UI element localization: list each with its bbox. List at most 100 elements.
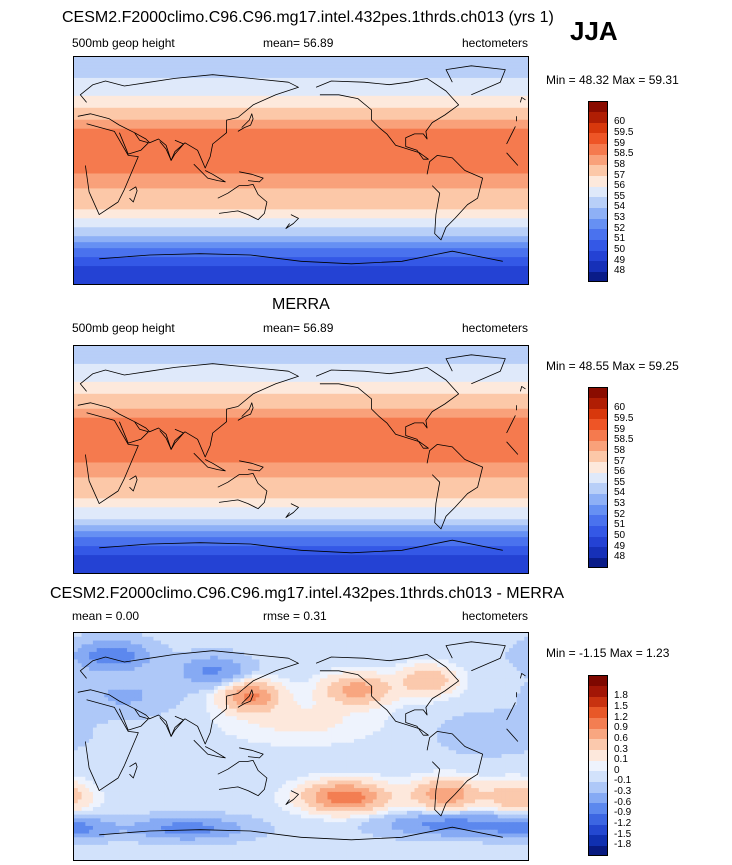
field-cell <box>263 754 268 759</box>
field-cell <box>142 648 147 653</box>
field-cell <box>497 765 503 770</box>
field-cell <box>164 731 170 736</box>
field-cell <box>217 772 223 778</box>
field-cell <box>391 712 397 717</box>
field-cell <box>297 754 302 759</box>
field-cell <box>126 765 132 770</box>
field-cell <box>444 640 450 645</box>
panel-2-colorbar-tick-label: 48 <box>614 551 626 563</box>
field-cell <box>85 761 90 766</box>
field-cell <box>126 772 132 778</box>
field-band <box>74 504 528 508</box>
field-band <box>74 89 528 94</box>
field-cell <box>119 678 124 683</box>
field-cell <box>77 663 83 668</box>
field-cell <box>232 723 238 729</box>
field-cell <box>422 682 427 687</box>
field-cell <box>149 716 154 721</box>
field-cell <box>342 735 347 740</box>
field-cell <box>440 636 446 642</box>
field-cell <box>425 693 431 698</box>
field-cell <box>512 659 518 664</box>
field-cell <box>459 738 465 744</box>
coastline <box>129 475 138 492</box>
field-cell <box>134 742 139 747</box>
field-cell <box>524 693 528 698</box>
field-cell <box>384 738 389 744</box>
field-cell <box>478 648 484 653</box>
field-cell <box>119 685 124 691</box>
field-cell <box>361 663 366 668</box>
field-cell <box>74 636 79 642</box>
field-cell <box>372 633 378 638</box>
field-cell <box>353 772 359 778</box>
field-cell <box>482 633 487 638</box>
field-cell <box>524 746 528 751</box>
field-cell <box>516 689 521 695</box>
field-cell <box>187 633 192 638</box>
field-cell <box>255 746 260 751</box>
field-cell <box>338 636 344 642</box>
field-cell <box>440 708 446 713</box>
field-cell <box>493 648 499 653</box>
field-cell <box>229 727 234 732</box>
field-band <box>74 98 528 103</box>
field-cell <box>198 772 204 778</box>
field-cell <box>471 636 476 642</box>
field-cell <box>437 640 442 645</box>
field-cell <box>376 670 381 676</box>
field-cell <box>335 738 340 744</box>
field-cell <box>289 720 294 725</box>
field-cell <box>312 754 317 759</box>
field-cell <box>134 750 139 755</box>
field-cell <box>164 701 170 706</box>
field-cell <box>509 723 514 729</box>
field-cell <box>202 765 207 770</box>
field-cell <box>236 754 241 759</box>
field-cell <box>104 738 109 744</box>
field-cell <box>388 651 393 657</box>
field-cell <box>403 648 408 653</box>
field-cell <box>92 757 98 763</box>
field-cell <box>130 720 136 725</box>
field-cell <box>422 685 427 691</box>
field-cell <box>149 731 154 736</box>
field-cell <box>475 670 480 676</box>
field-cell <box>399 655 404 660</box>
field-cell <box>77 727 83 732</box>
field-cell <box>437 697 442 702</box>
field-cell <box>388 716 393 721</box>
field-cell <box>376 761 381 766</box>
field-cell <box>459 667 465 672</box>
field-cell <box>471 727 476 732</box>
field-cell <box>327 689 332 695</box>
field-cell <box>285 678 291 683</box>
field-cell <box>134 712 139 717</box>
field-band <box>74 194 528 198</box>
field-cell <box>225 723 230 729</box>
field-cell <box>361 689 366 695</box>
field-cell <box>104 640 109 645</box>
field-cell <box>266 712 272 717</box>
field-cell <box>259 667 264 672</box>
field-cell <box>357 765 363 770</box>
field-cell <box>342 697 347 702</box>
field-cell <box>410 742 415 747</box>
field-cell <box>312 746 317 751</box>
field-cell <box>96 727 101 732</box>
field-cell <box>429 754 434 759</box>
field-cell <box>176 659 181 664</box>
field-cell <box>130 693 136 698</box>
field-cell <box>444 769 450 774</box>
field-cell <box>153 648 158 653</box>
field-cell <box>77 640 83 645</box>
field-cell <box>361 704 366 710</box>
field-cell <box>270 769 276 774</box>
field-cell <box>425 674 431 679</box>
field-cell <box>119 750 124 755</box>
field-cell <box>145 633 151 638</box>
field-cell <box>119 663 124 668</box>
field-cell <box>111 693 117 698</box>
field-cell <box>282 701 287 706</box>
field-cell <box>497 738 503 744</box>
